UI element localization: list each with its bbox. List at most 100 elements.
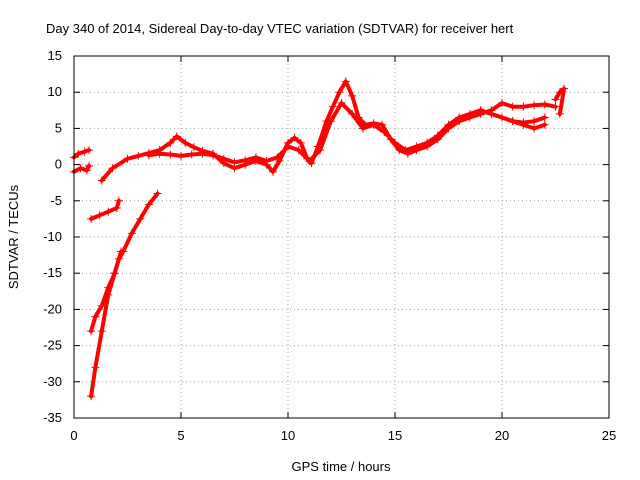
series-secondary-trace [144,99,549,167]
data-point [187,150,196,159]
data-point [555,88,564,97]
data-layer [70,77,569,401]
data-point [498,99,506,108]
data-point [153,189,162,198]
data-point [305,156,314,165]
data-point [555,109,564,118]
y-tick-label: -25 [43,338,62,353]
data-point [401,146,410,155]
data-point [144,200,153,209]
data-point [530,117,539,126]
data-point [91,363,100,372]
data-point [508,117,517,126]
data-point [380,128,389,137]
data-point [335,88,344,97]
data-point [358,124,367,133]
data-point [166,150,175,159]
x-tick-label: 0 [70,428,77,443]
data-point [110,269,119,278]
series-line [89,191,160,399]
axis-ticks [73,55,610,419]
y-tick-label: -5 [50,193,62,208]
data-point [551,95,560,104]
data-point [251,153,260,162]
series-steep-rise-1 [87,189,162,401]
data-point [114,196,123,205]
data-point [87,392,96,401]
data-point [104,283,113,292]
data-point [87,214,96,223]
series-line [89,249,124,334]
data-point [326,117,335,126]
data-point [82,166,91,175]
data-point [209,151,218,160]
data-point [80,147,89,156]
series-line [72,148,91,160]
data-point [97,327,106,336]
data-point [290,133,299,142]
data-point [465,109,474,118]
x-tick-label: 5 [177,428,184,443]
data-point [530,124,539,133]
y-tick-label: 10 [48,84,62,99]
data-point [123,154,132,163]
x-tick-label: 25 [602,428,616,443]
data-point [508,102,517,111]
data-point [540,100,549,109]
y-tick-label: 0 [55,157,62,172]
data-point [262,156,271,165]
data-point [455,113,464,122]
data-point [348,109,357,118]
series-line [72,164,91,174]
data-point [433,131,442,140]
data-point [108,164,117,173]
y-tick-label: -30 [43,374,62,389]
data-point [134,151,143,160]
data-point [348,91,357,100]
y-tick-label: 5 [55,120,62,135]
data-point [341,77,350,86]
data-point [487,109,496,118]
data-point [241,156,250,165]
data-point [198,149,207,158]
data-point [177,151,185,160]
data-point [76,164,85,173]
series-steep-rise-2 [87,247,126,336]
x-tick-label: 15 [388,428,402,443]
series-early-segment-B [70,162,93,176]
data-point [181,138,190,147]
data-point [74,149,83,158]
data-point [540,113,549,122]
data-point [87,327,96,336]
data-point [519,102,528,111]
data-point [530,101,539,110]
data-point [296,138,305,147]
series-short-rise [87,196,123,223]
y-tick-label: -20 [43,301,62,316]
data-point [391,138,399,147]
series-line [553,86,567,116]
data-point [498,113,506,122]
data-point [172,132,181,141]
data-point [328,102,337,111]
x-tick-label: 10 [281,428,295,443]
y-tick-label: 15 [48,48,62,63]
chart-title: Day 340 of 2014, Sidereal Day-to-day VTE… [46,21,514,36]
data-point [112,204,121,213]
x-axis-label: GPS time / hours [292,459,391,474]
data-point [337,99,346,108]
series-early-segment-A [70,146,93,162]
data-point [269,167,278,176]
data-point [84,146,93,155]
data-point [136,214,145,223]
data-point [476,106,485,115]
data-point [275,156,284,165]
data-point [189,143,198,152]
data-point [378,120,387,129]
data-point [423,138,432,147]
data-point [560,84,569,93]
data-point [273,153,282,162]
data-point [284,142,292,151]
data-point [444,120,453,129]
